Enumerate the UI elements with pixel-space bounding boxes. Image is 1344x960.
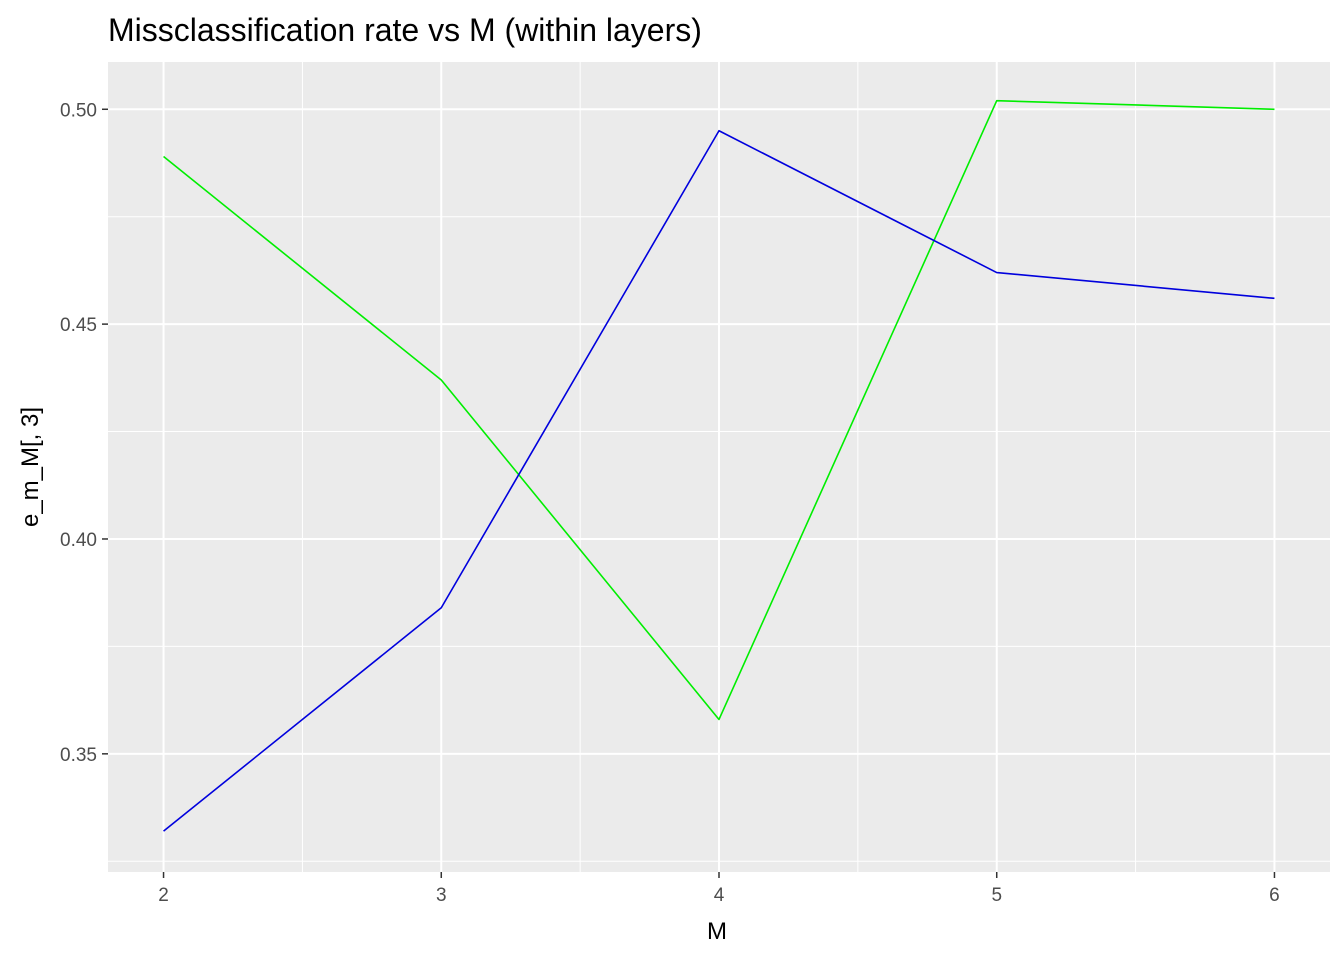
y-tick-label: 0.40 <box>60 530 97 551</box>
series-line-1 <box>163 99 1275 721</box>
x-tick-label: 4 <box>714 885 725 906</box>
x-axis-title: M <box>707 918 727 945</box>
x-tick-label: 6 <box>1269 885 1280 906</box>
y-tick-label: 0.50 <box>60 100 97 121</box>
series-line-2 <box>163 129 1275 832</box>
series-lines <box>163 99 1275 832</box>
y-tick-label: 0.45 <box>60 315 97 336</box>
chart-title: Missclassification rate vs M (within lay… <box>108 12 702 48</box>
y-axis-ticks: 0.35 0.40 0.45 0.50 <box>60 100 108 766</box>
major-gridlines <box>108 62 1330 872</box>
y-tick-label: 0.35 <box>60 745 97 766</box>
x-tick-label: 3 <box>436 885 447 906</box>
x-tick-label: 5 <box>991 885 1002 906</box>
y-axis-title: e_m_M[, 3] <box>17 407 44 527</box>
x-tick-label: 2 <box>158 885 169 906</box>
x-axis-ticks: 2 3 4 5 6 <box>158 872 1280 906</box>
